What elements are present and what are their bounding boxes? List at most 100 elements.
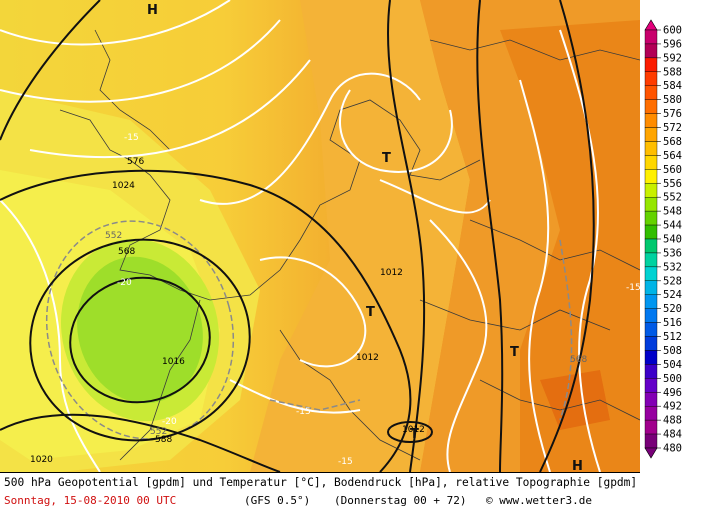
legend-swatch: [644, 43, 658, 59]
legend-label: 524: [663, 289, 682, 301]
legend-label: 596: [663, 38, 682, 50]
legend-swatch: [644, 238, 658, 254]
legend-swatch: [644, 127, 658, 142]
coastlines: [59, 29, 640, 461]
legend-swatch: [644, 419, 658, 435]
legend-label: 544: [663, 220, 682, 232]
temperature-label: -15: [296, 407, 311, 417]
legend-swatch: [644, 350, 658, 365]
legend-swatch: [644, 406, 658, 421]
low-pressure-marker: T: [366, 305, 375, 320]
temperature-label: -15: [124, 133, 139, 143]
height-label: 552: [105, 231, 122, 241]
legend-swatch: [644, 378, 658, 393]
legend-swatch: [644, 155, 658, 170]
legend-swatch: [644, 85, 658, 100]
legend-swatch: [644, 210, 658, 226]
pressure-label: 1016: [162, 357, 185, 367]
legend-swatch: [644, 266, 658, 282]
pressure-label: 1012: [380, 268, 403, 278]
legend-label: 536: [663, 247, 682, 259]
height-label: 552: [150, 427, 167, 437]
legend-label: 552: [663, 192, 682, 204]
legend-swatch: [644, 392, 658, 407]
band-572: [250, 0, 470, 472]
legend-label: 556: [663, 178, 682, 190]
legend-swatch: [644, 224, 658, 240]
caption-description: 500 hPa Geopotential [gpdm] und Temperat…: [4, 476, 638, 489]
legend-swatch: [644, 336, 658, 351]
legend-label: 548: [663, 206, 682, 218]
caption-model: (GFS 0.5°): [244, 494, 311, 507]
high-pressure-marker: H: [147, 3, 158, 18]
weather-map: 1024 1020 1016 1012 1012 1012 576 568 58…: [0, 0, 640, 472]
legend-swatch: [644, 308, 658, 323]
legend-label: 560: [663, 164, 682, 176]
legend-label: 500: [663, 373, 682, 385]
height-label: 568: [118, 247, 135, 257]
pressure-label: 1024: [112, 181, 135, 191]
temperature-label: -15: [626, 283, 640, 293]
legend-label: 588: [663, 66, 682, 78]
legend-label: 508: [663, 345, 682, 357]
legend-swatch: [644, 141, 658, 156]
legend-label: 504: [663, 359, 682, 371]
legend-label: 592: [663, 52, 682, 64]
legend-arrow-top: [644, 19, 658, 31]
legend-label: 520: [663, 303, 682, 315]
legend-label: 532: [663, 261, 682, 273]
temperature-label: -20: [117, 278, 132, 288]
isotherms: [0, 0, 600, 472]
height-label: 588: [155, 435, 172, 445]
height-label: 568: [570, 355, 587, 365]
band-584: [540, 370, 610, 430]
legend-swatch: [644, 196, 658, 212]
legend-label: 540: [663, 234, 682, 246]
legend-swatch: [644, 294, 658, 309]
temperature-label: -15: [338, 457, 353, 467]
legend-label: 512: [663, 331, 682, 343]
caption-copyright: © www.wetter3.de: [486, 494, 592, 507]
pressure-label: 1012: [356, 353, 379, 363]
legend-swatch: [644, 29, 658, 45]
legend-swatch: [644, 322, 658, 337]
low-pressure-marker: T: [410, 427, 419, 442]
legend-swatch: [644, 433, 658, 449]
high-pressure-marker: H: [572, 459, 583, 472]
legend-swatch: [644, 113, 658, 128]
caption-date: Sonntag, 15-08-2010 00 UTC: [4, 494, 177, 507]
low-pressure-marker: T: [510, 345, 519, 360]
legend-swatch: [644, 280, 658, 295]
color-scale-legend: 600 596 592 588 584 580 576 572 568 564 560 556 552 5…: [640, 0, 704, 472]
height-label: 576: [127, 157, 144, 167]
legend-label: 600: [663, 25, 682, 37]
legend-label: 492: [663, 401, 682, 413]
legend-swatch: [644, 183, 658, 198]
legend-label: 576: [663, 108, 682, 120]
legend-label: 584: [663, 80, 682, 92]
isobars: [0, 0, 595, 472]
legend-swatch: [644, 252, 658, 268]
caption-run: (Donnerstag 00 + 72): [334, 494, 467, 507]
legend-swatch: [644, 364, 658, 379]
band-580: [500, 20, 640, 472]
map-caption: 500 hPa Geopotential [gpdm] und Temperat…: [0, 472, 640, 514]
legend-label: 572: [663, 122, 682, 134]
legend-label: 564: [663, 150, 682, 162]
low-pressure-marker: T: [382, 151, 391, 166]
legend-label: 528: [663, 275, 682, 287]
legend-swatch: [644, 99, 658, 114]
legend-label: 568: [663, 136, 682, 148]
temperature-label: -20: [162, 417, 177, 427]
band-548: [77, 256, 203, 404]
legend-label: 488: [663, 415, 682, 427]
legend-label: 496: [663, 387, 682, 399]
pressure-label: 1020: [30, 455, 53, 465]
legend-label: 580: [663, 94, 682, 106]
legend-arrow-bottom: [644, 447, 658, 459]
legend-swatch: [644, 71, 658, 86]
legend-label: 480: [663, 443, 682, 455]
legend-swatch: [644, 169, 658, 184]
pressure-label: 1012: [402, 425, 425, 435]
